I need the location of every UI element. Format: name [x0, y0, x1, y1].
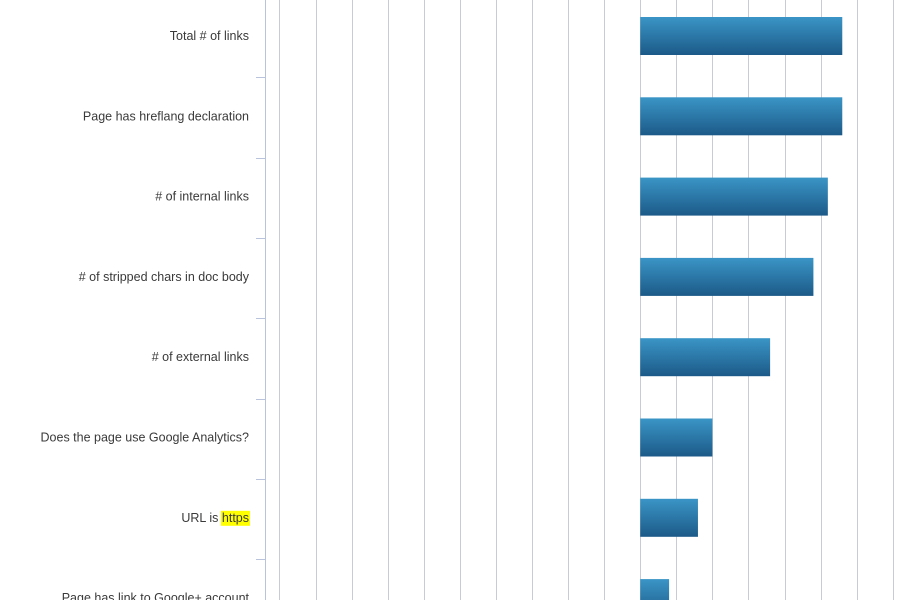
category-label: Page has link to Google+ account — [62, 591, 250, 600]
category-label: # of internal links — [155, 190, 249, 204]
bar — [640, 177, 828, 216]
bar — [640, 338, 771, 377]
bars — [640, 17, 843, 600]
category-labels: Total # of links Page has hreflang declar… — [41, 29, 250, 600]
bar — [640, 579, 670, 600]
bar — [640, 498, 698, 537]
category-label: # of stripped chars in doc body — [79, 270, 250, 284]
category-label: # of external links — [152, 350, 249, 364]
category-label: URL is https — [181, 511, 249, 525]
category-axis — [256, 0, 266, 600]
bar — [640, 418, 713, 457]
bar — [640, 17, 843, 55]
category-label: Total # of links — [170, 29, 249, 43]
bar — [640, 257, 814, 296]
text-highlight — [220, 510, 250, 526]
category-label: Page has hreflang declaration — [83, 109, 249, 123]
bar — [640, 97, 843, 136]
gridlines — [279, 0, 894, 600]
category-label: Does the page use Google Analytics? — [41, 431, 250, 445]
